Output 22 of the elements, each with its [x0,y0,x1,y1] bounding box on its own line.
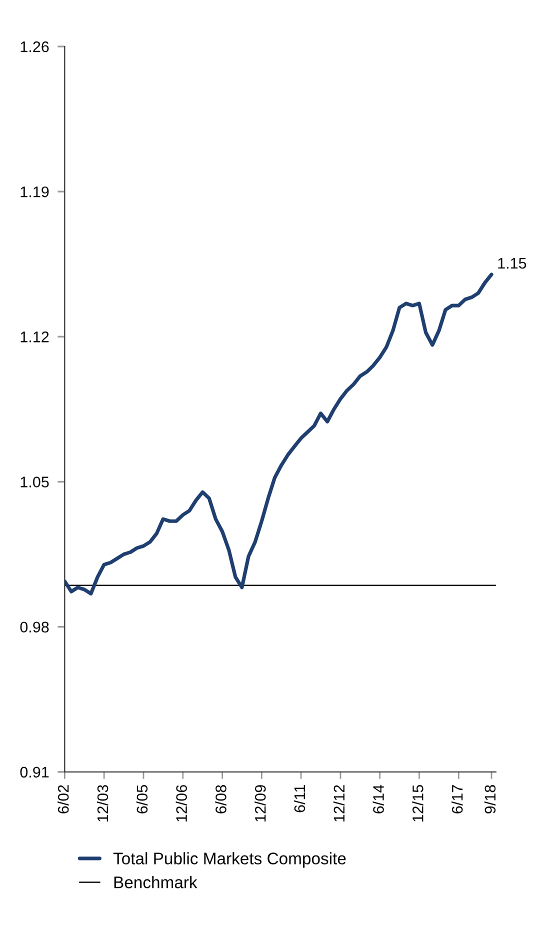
y-tick-label: 1.12 [20,332,49,342]
annotation: 1.15 [498,258,526,269]
x-tick-label: 9/18 [484,785,496,814]
x-tick-label: 6/05 [136,785,148,814]
x-tick-label: 12/03 [96,785,108,822]
line-series [64,272,494,596]
x-tick-label: 6/11 [294,785,306,812]
x-tick-label: 12/12 [333,785,345,822]
y-tick-label: 0.98 [20,622,49,633]
x-tick-label: 6/14 [372,784,384,814]
y-tick-label: 0.91 [20,766,49,778]
legend-label: Benchmark [114,876,198,888]
x-tick-label: 12/06 [176,785,187,822]
x-tick-label: 12/09 [254,785,266,822]
x-tick-label: 6/17 [452,785,463,814]
y-tick-label: 1.05 [20,476,49,488]
x-tick-label: 12/15 [412,785,424,822]
y-tick-label: 1.19 [20,186,49,198]
x-tick-label: 6/02 [58,785,69,814]
x-tick-label: 6/08 [215,785,226,814]
y-tick-label: 1.26 [20,41,49,52]
legend-label: Total Public Markets Composite [113,852,346,868]
